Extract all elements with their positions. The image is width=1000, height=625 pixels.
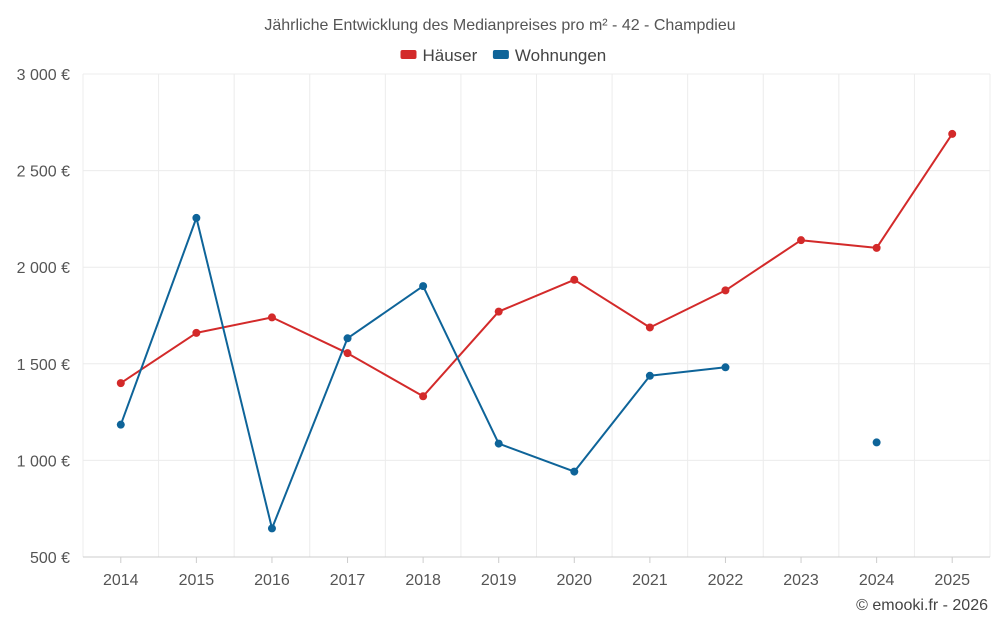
legend-item-haeuser[interactable]: Häuser <box>400 46 478 65</box>
data-point-haeuser-2019[interactable] <box>494 307 503 316</box>
y-tick-label: 500 € <box>30 550 70 567</box>
data-point-wohnungen-2020[interactable] <box>570 467 579 476</box>
grid <box>82 73 991 558</box>
legend-item-wohnungen[interactable]: Wohnungen <box>492 46 606 65</box>
x-tick-label: 2016 <box>254 572 290 589</box>
data-point-haeuser-2022[interactable] <box>721 286 730 295</box>
x-tick-label: 2018 <box>405 572 441 589</box>
data-point-haeuser-2017[interactable] <box>343 349 352 358</box>
x-tick-label: 2014 <box>103 572 139 589</box>
data-point-wohnungen-2014[interactable] <box>116 420 125 429</box>
x-tick-label: 2019 <box>481 572 517 589</box>
data-point-haeuser-2025[interactable] <box>948 129 957 138</box>
y-tick-label: 3 000 € <box>17 67 70 84</box>
legend-swatch <box>400 50 417 59</box>
data-point-haeuser-2024[interactable] <box>872 243 881 252</box>
series-line-wohnungen <box>119 216 727 530</box>
credit-text: © emooki.fr - 2026 <box>856 597 988 614</box>
y-tick-label: 1 500 € <box>17 357 70 374</box>
x-tick-label: 2024 <box>859 572 895 589</box>
data-point-haeuser-2016[interactable] <box>267 313 276 322</box>
x-tick-label: 2017 <box>330 572 366 589</box>
y-axis: 500 € 1 000 € 1 500 € 2 000 € 2 500 € 3 000 € <box>17 67 70 567</box>
legend[interactable]: Häuser Wohnungen <box>400 46 607 65</box>
data-point-wohnungen-2021[interactable] <box>645 371 654 380</box>
x-tick-label: 2015 <box>179 572 215 589</box>
data-point-wohnungen-2024[interactable] <box>872 438 881 447</box>
legend-label: Häuser <box>423 46 478 65</box>
y-tick-label: 2 500 € <box>17 164 70 181</box>
x-tick-label: 2022 <box>708 572 744 589</box>
x-tick-label: 2025 <box>934 572 970 589</box>
data-point-wohnungen-2022[interactable] <box>721 363 730 372</box>
data-point-haeuser-2021[interactable] <box>645 323 654 332</box>
y-tick-label: 2 000 € <box>17 260 70 277</box>
data-point-haeuser-2020[interactable] <box>570 275 579 284</box>
y-tick-label: 1 000 € <box>17 453 70 470</box>
data-point-wohnungen-2017[interactable] <box>343 334 352 343</box>
x-tick-label: 2021 <box>632 572 668 589</box>
series-line-haeuser <box>119 132 954 398</box>
data-point-wohnungen-2018[interactable] <box>419 282 428 291</box>
x-tick-label: 2023 <box>783 572 819 589</box>
legend-label: Wohnungen <box>515 46 606 65</box>
data-point-haeuser-2015[interactable] <box>192 328 201 337</box>
series-group <box>116 129 957 533</box>
data-point-haeuser-2018[interactable] <box>419 392 428 401</box>
x-axis: 2014 2015 2016 2017 2018 2019 2020 2021 2022 2023… <box>103 557 970 589</box>
data-point-haeuser-2014[interactable] <box>116 379 125 388</box>
data-point-wohnungen-2016[interactable] <box>267 524 276 533</box>
data-point-haeuser-2023[interactable] <box>797 236 806 245</box>
data-point-wohnungen-2019[interactable] <box>494 439 503 448</box>
data-point-wohnungen-2015[interactable] <box>192 213 201 222</box>
x-tick-label: 2020 <box>556 572 592 589</box>
chart-title: Jährliche Entwicklung des Medianpreises … <box>264 17 735 34</box>
legend-swatch <box>492 50 509 59</box>
